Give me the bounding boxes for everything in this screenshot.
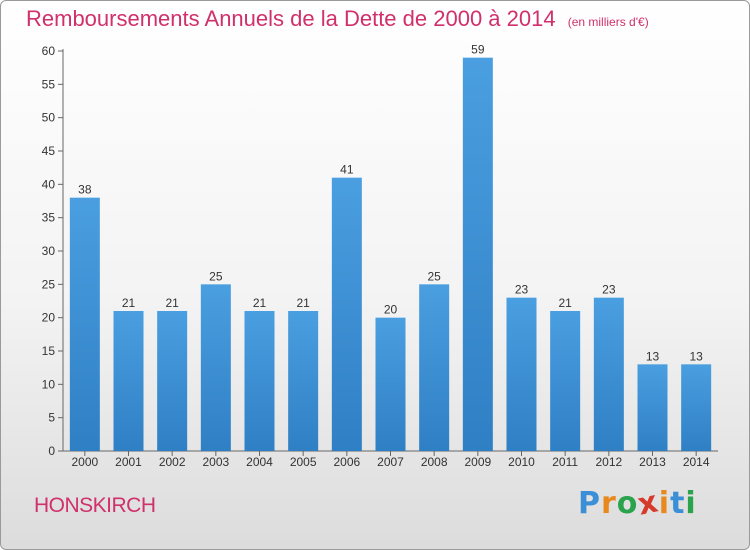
y-tick-label: 0	[48, 444, 55, 458]
y-tick-label: 50	[42, 111, 56, 125]
bar	[244, 311, 275, 451]
x-tick-label: 2009	[464, 455, 491, 469]
y-tick-label: 60	[42, 44, 56, 58]
bar	[69, 197, 100, 451]
bar	[200, 284, 231, 451]
bar-value-label: 59	[471, 43, 485, 57]
logo-letter: o	[616, 486, 639, 521]
bar-value-label: 23	[515, 283, 529, 297]
x-tick-label: 2008	[421, 455, 448, 469]
logo-letter: P	[578, 486, 601, 521]
x-tick-label: 2006	[333, 455, 360, 469]
bar-value-label: 25	[209, 269, 223, 283]
y-tick-label: 30	[42, 244, 56, 258]
y-tick-label: 25	[42, 277, 56, 291]
bar	[288, 311, 319, 451]
bar-value-label: 25	[427, 269, 441, 283]
bar	[157, 311, 188, 451]
bar-value-label: 38	[78, 183, 92, 197]
logo-letter: t	[670, 486, 686, 521]
x-tick-label: 2013	[639, 455, 666, 469]
bar-value-label: 41	[340, 163, 354, 177]
bar-value-label: 21	[165, 296, 179, 310]
x-tick-label: 2003	[202, 455, 229, 469]
x-tick-label: 2007	[377, 455, 404, 469]
logo-letter: r	[601, 486, 617, 521]
x-tick-label: 2001	[115, 455, 142, 469]
x-tick-label: 2002	[159, 455, 186, 469]
x-tick-label: 2004	[246, 455, 273, 469]
bar	[113, 311, 144, 451]
bar-value-label: 13	[646, 349, 660, 363]
x-tick-label: 2000	[71, 455, 98, 469]
y-tick-label: 45	[42, 144, 56, 158]
y-tick-label: 10	[42, 377, 56, 391]
x-tick-label: 2014	[683, 455, 710, 469]
bar	[331, 177, 362, 451]
y-tick-label: 15	[42, 344, 56, 358]
bar-value-label: 21	[122, 296, 136, 310]
bar	[681, 364, 712, 451]
logo-letter: i	[658, 486, 671, 521]
bar-value-label: 20	[384, 303, 398, 317]
x-tick-label: 2012	[595, 455, 622, 469]
x-tick-label: 2005	[290, 455, 317, 469]
y-tick-label: 5	[48, 411, 55, 425]
bar	[375, 317, 406, 451]
bar-value-label: 21	[558, 296, 572, 310]
logo-letter: i	[685, 486, 697, 521]
bar	[550, 311, 581, 451]
bar	[637, 364, 668, 451]
bar-value-label: 21	[253, 296, 267, 310]
x-tick-label: 2011	[552, 455, 578, 469]
bar	[593, 297, 624, 451]
bar	[506, 297, 537, 451]
bar-value-label: 21	[296, 296, 310, 310]
proxiti-logo: Proxiti	[578, 484, 697, 522]
y-tick-label: 55	[42, 77, 56, 91]
chart-title-text: Remboursements Annuels de la Dette de 20…	[26, 6, 556, 31]
bar	[419, 284, 450, 451]
commune-name: HONSKIRCH	[34, 494, 156, 517]
y-tick-label: 20	[42, 311, 56, 325]
chart-unit: (en milliers d'€)	[567, 15, 649, 29]
y-tick-label: 35	[42, 211, 56, 225]
y-tick-label: 40	[42, 177, 56, 191]
x-tick-label: 2010	[508, 455, 535, 469]
bar	[462, 57, 493, 452]
bar-value-label: 23	[602, 283, 616, 297]
chart-title: Remboursements Annuels de la Dette de 20…	[26, 6, 649, 32]
bar-value-label: 13	[689, 349, 703, 363]
